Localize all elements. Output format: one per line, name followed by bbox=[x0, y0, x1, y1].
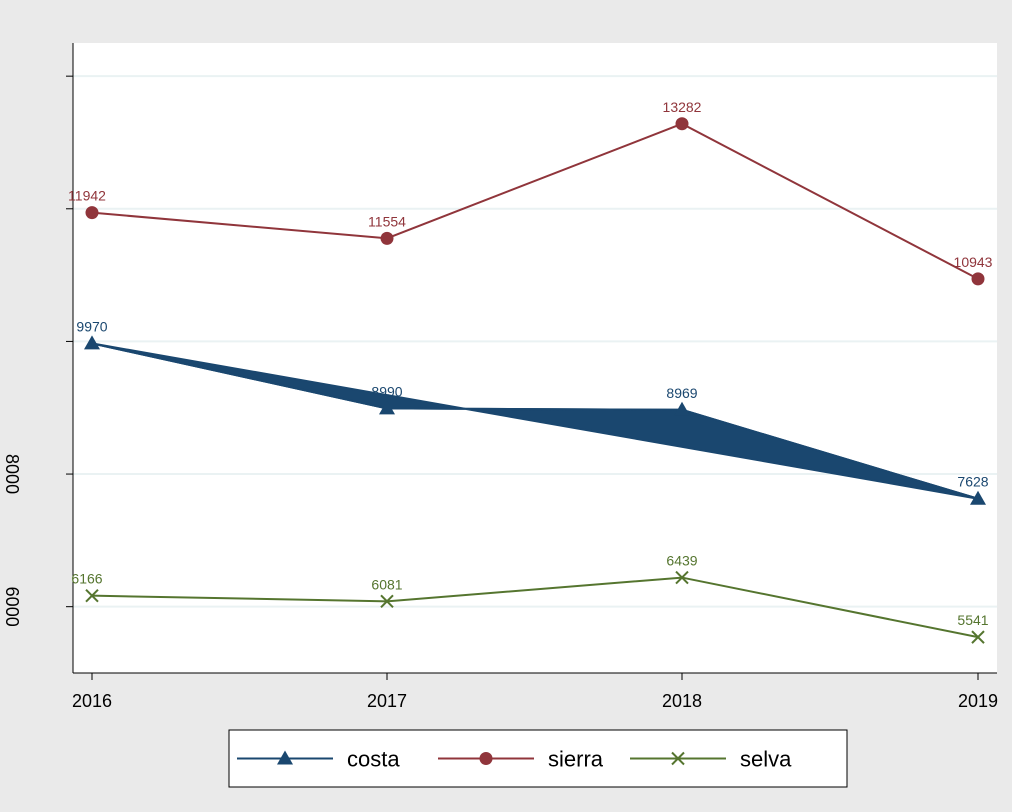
data-point-selva bbox=[675, 570, 689, 585]
data-labels: 9970 8990 8969 7628 11942 11554 13282 10943 6166… bbox=[68, 99, 993, 628]
legend-item-costa: costa bbox=[237, 747, 400, 772]
legend: costa sierra selva bbox=[228, 729, 848, 788]
x-tick-label: 2017 bbox=[367, 691, 407, 711]
y-tick-label: 8000 bbox=[2, 454, 22, 494]
grid-lines bbox=[73, 75, 997, 608]
x-marker-stroke bbox=[671, 751, 685, 766]
legend-marker bbox=[479, 752, 493, 765]
data-label-costa: 7628 bbox=[957, 474, 988, 490]
data-point-costa bbox=[970, 490, 986, 505]
legend-marker bbox=[277, 750, 293, 765]
x-marker-stroke bbox=[971, 630, 985, 644]
axes: 6000 8000 2016 2017 2018 2019 bbox=[2, 43, 998, 711]
data-label-sierra: 11942 bbox=[68, 188, 106, 204]
x-tick-label: 2019 bbox=[958, 691, 998, 711]
data-label-selva: 6081 bbox=[371, 576, 402, 592]
data-point-sierra bbox=[380, 231, 394, 245]
data-label-costa: 8990 bbox=[371, 383, 402, 399]
series-line-costa bbox=[91, 342, 979, 500]
x-marker-stroke bbox=[85, 588, 99, 603]
x-marker-stroke bbox=[380, 594, 394, 609]
x-tick-label: 2016 bbox=[72, 691, 112, 711]
plot-background bbox=[73, 43, 997, 673]
data-point-sierra bbox=[971, 272, 985, 286]
legend-item-sierra: sierra bbox=[438, 747, 604, 772]
legend-label: costa bbox=[347, 747, 400, 772]
data-point-costa bbox=[84, 335, 100, 350]
data-label-selva: 5541 bbox=[957, 612, 988, 628]
series-line-sierra bbox=[91, 122, 979, 280]
data-point-selva bbox=[971, 630, 985, 644]
data-label-selva: 6439 bbox=[666, 553, 697, 569]
data-label-sierra: 13282 bbox=[663, 99, 702, 115]
data-label-selva: 6166 bbox=[71, 571, 102, 587]
data-point-costa bbox=[674, 401, 690, 416]
x-marker-stroke bbox=[675, 570, 689, 585]
legend-label: sierra bbox=[548, 747, 604, 772]
legend-label: selva bbox=[740, 747, 792, 772]
data-point-costa bbox=[379, 400, 395, 415]
series-line-selva bbox=[91, 576, 979, 639]
legend-marker bbox=[671, 751, 685, 766]
data-label-costa: 8969 bbox=[666, 385, 697, 401]
data-point-sierra bbox=[675, 117, 689, 131]
data-label-sierra: 11554 bbox=[368, 213, 406, 229]
data-label-sierra: 10943 bbox=[954, 254, 993, 270]
data-point-selva bbox=[380, 594, 394, 609]
data-point-selva bbox=[85, 588, 99, 603]
legend-item-selva: selva bbox=[630, 747, 792, 772]
series-layer bbox=[84, 117, 986, 644]
x-tick-label: 2018 bbox=[662, 691, 702, 711]
data-label-costa: 9970 bbox=[76, 318, 107, 334]
data-point-sierra bbox=[85, 206, 99, 220]
y-tick-label: 6000 bbox=[2, 587, 22, 627]
